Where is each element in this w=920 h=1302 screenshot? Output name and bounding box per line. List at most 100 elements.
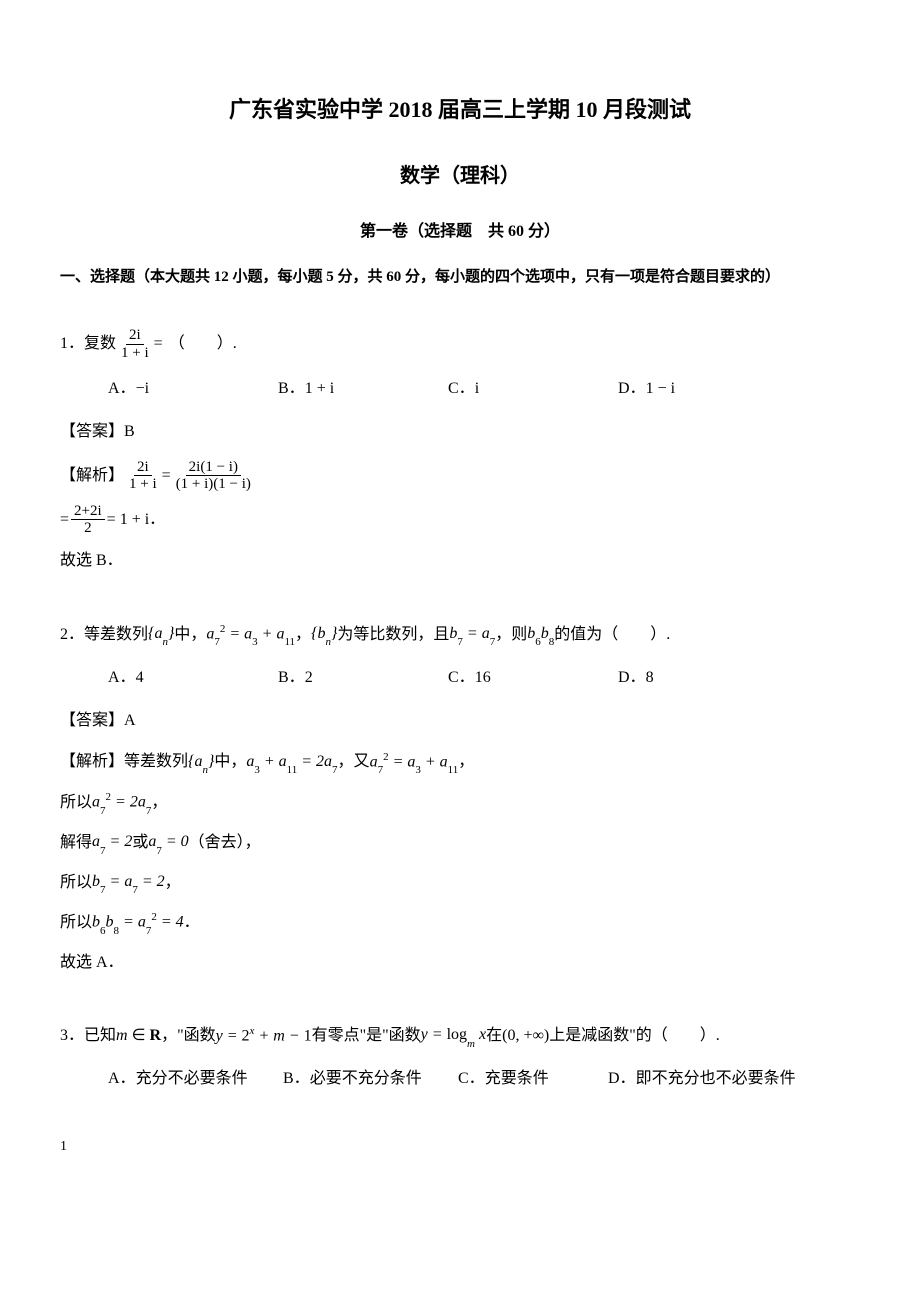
q2-solution-line2: 所以 a72 = 2a7 ，: [60, 788, 860, 818]
q2-option-d: D． 8: [618, 664, 788, 693]
q2-option-a: A． 4: [108, 664, 278, 693]
q2-p4: 为等比数列，且: [337, 621, 449, 650]
q2-l5-eq: b6b8 = a72 = 4: [92, 908, 184, 938]
solution-label: 【解析】: [60, 462, 124, 491]
option-label: B．: [278, 664, 305, 693]
option-text: 16: [475, 664, 491, 693]
option-label: B．: [283, 1065, 310, 1094]
q2-sol-p3: ，又: [338, 748, 370, 777]
q1-sol-frac2: 2i(1 − i) (1 + i)(1 − i): [173, 459, 254, 493]
option-label: B．: [278, 375, 305, 404]
q1-numerator: 2i: [126, 327, 144, 345]
q2-l5-p1: 所以: [60, 909, 92, 938]
page-number: 1: [60, 1134, 860, 1159]
q2-l3-p1: 解得: [60, 829, 92, 858]
q1-blank: （ ）.: [169, 330, 237, 359]
q2-l2-p2: ，: [151, 789, 167, 818]
q2-p6: 的值为（ ）.: [554, 621, 670, 650]
q2-sol-eq2: a72 = a3 + a11: [370, 748, 459, 778]
frac-den: (1 + i)(1 − i): [173, 476, 254, 493]
section-instruction: 一、选择题（本大题共 12 小题，每小题 5 分，共 60 分，每小题的四个选项…: [60, 264, 860, 291]
q1-number: 1．: [60, 330, 84, 359]
q1-conclusion: 故选 B．: [60, 547, 860, 576]
q1-sol-frac1: 2i 1 + i: [126, 459, 160, 493]
q2-answer: 【答案】A: [60, 707, 860, 736]
q3-eq2: y = 2x + m − 1: [216, 1022, 312, 1051]
q2-sol-eq1: a3 + a11 = 2a7: [246, 748, 337, 778]
solution-label: 【解析】: [60, 748, 124, 777]
q3-eq1: m ∈ R: [116, 1022, 161, 1051]
option-label: A．: [108, 1065, 136, 1094]
q2-l4-p1: 所以: [60, 869, 92, 898]
q2-sol-p4: ，: [458, 748, 474, 777]
answer-label: 【答案】: [60, 712, 124, 729]
q2-l2-p1: 所以: [60, 789, 92, 818]
q2-eq1: a72 = a3 + a11: [206, 620, 295, 650]
option-text: i: [475, 375, 479, 404]
q3-p5: 上是减函数"的（ ）.: [549, 1022, 720, 1051]
option-text: 1 − i: [646, 375, 675, 404]
option-text: 4: [136, 664, 144, 693]
q2-l4-p2: ，: [165, 869, 181, 898]
q3-option-a: A． 充分不必要条件: [108, 1065, 283, 1094]
option-label: A．: [108, 375, 136, 404]
q1-option-d: D． 1 − i: [618, 375, 788, 404]
q3-eq3: y = logm x: [421, 1021, 486, 1051]
option-text: 1 + i: [305, 375, 334, 404]
q1-fraction: 2i 1 + i: [118, 327, 152, 361]
q3-p1: 已知: [84, 1022, 116, 1051]
q2-sol-seq: {an}: [188, 748, 214, 778]
q2-number: 2．: [60, 621, 84, 650]
q1-option-a: A． −i: [108, 375, 278, 404]
q3-p2: ，"函数: [161, 1022, 216, 1051]
q1-option-c: C． i: [448, 375, 618, 404]
q2-eq3: b6b8: [527, 620, 554, 650]
document-subject: 数学（理科）: [60, 158, 860, 194]
q2-l2-eq: a72 = 2a7: [92, 788, 151, 818]
q2-l5-p2: ．: [184, 909, 200, 938]
period: ．: [149, 506, 165, 535]
option-label: D．: [618, 664, 646, 693]
document-section: 第一卷（选择题 共 60 分）: [60, 218, 860, 247]
q2-solution-line4: 所以 b7 = a7 = 2 ，: [60, 868, 860, 898]
q3-p3: 有零点"是"函数: [312, 1022, 421, 1051]
option-label: D．: [608, 1065, 636, 1094]
eq-result: = 1 + i: [107, 506, 150, 535]
option-label: C．: [458, 1065, 485, 1094]
option-text: 2: [305, 664, 313, 693]
option-label: D．: [618, 375, 646, 404]
q1-denominator: 1 + i: [118, 345, 152, 362]
q2-seq-b: {bn}: [311, 620, 337, 650]
answer-value: B: [124, 423, 135, 440]
q2-l3-mid: 或: [132, 829, 148, 858]
q2-l3-eq2: a7 = 0: [148, 828, 188, 858]
answer-value: A: [124, 712, 136, 729]
q2-solution-line3: 解得 a7 = 2 或 a7 = 0 （舍去），: [60, 828, 860, 858]
option-text: −i: [136, 375, 149, 404]
question-2: 2． 等差数列 {an} 中， a72 = a3 + a11 ， {bn} 为等…: [60, 620, 860, 978]
q2-sol-p1: 等差数列: [124, 748, 188, 777]
q2-l3-p2: （舍去），: [189, 829, 261, 858]
q1-sol-frac3: 2+2i 2: [71, 503, 105, 537]
q1-options: A． −i B． 1 + i C． i D． 1 − i: [60, 375, 860, 404]
option-text: 必要不充分条件: [310, 1065, 422, 1094]
q2-p2: 中，: [174, 621, 206, 650]
q1-equals: =: [154, 330, 163, 359]
q3-p4: 在: [486, 1022, 502, 1051]
q2-p3: ，: [295, 621, 311, 650]
option-label: C．: [448, 664, 475, 693]
option-label: C．: [448, 375, 475, 404]
q3-option-d: D． 即不充分也不必要条件: [608, 1065, 808, 1094]
option-text: 充分不必要条件: [136, 1065, 248, 1094]
option-text: 即不充分也不必要条件: [636, 1065, 796, 1094]
q3-eq4: (0, +∞): [502, 1022, 549, 1051]
q2-conclusion: 故选 A．: [60, 949, 860, 978]
q2-sol-p2: 中，: [214, 748, 246, 777]
frac-num: 2i: [134, 459, 152, 477]
document-title: 广东省实验中学 2018 届高三上学期 10 月段测试: [60, 90, 860, 130]
frac-num: 2i(1 − i): [186, 459, 241, 477]
q3-number: 3．: [60, 1022, 84, 1051]
option-text: 充要条件: [485, 1065, 549, 1094]
q1-prefix: 复数: [84, 330, 116, 359]
q2-p1: 等差数列: [84, 621, 148, 650]
